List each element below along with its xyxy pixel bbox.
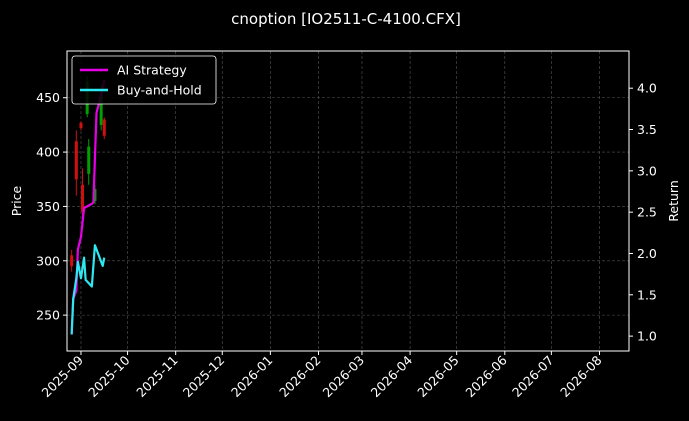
legend-label: AI Strategy <box>117 63 187 78</box>
y-tick-label-right: 3.5 <box>637 122 657 137</box>
candle-body <box>93 189 97 201</box>
y-tick-label-left: 300 <box>36 253 60 268</box>
candle-body <box>99 92 103 125</box>
y-tick-label-left: 350 <box>36 199 60 214</box>
legend: AI Strategy Buy-and-Hold <box>71 55 217 105</box>
y-axis-label-right: Return <box>666 180 681 221</box>
y-tick-label-left: 450 <box>36 90 60 105</box>
legend-label: Buy-and-Hold <box>117 83 202 98</box>
y-tick-label-right: 1.0 <box>637 329 657 344</box>
series-line <box>70 79 106 335</box>
y-tick-label-right: 2.0 <box>637 246 657 261</box>
series-line <box>70 244 106 335</box>
y-axis-label-left: Price <box>9 185 24 216</box>
y-tick-label-right: 1.5 <box>637 287 657 302</box>
series-lines <box>70 79 106 335</box>
y-tick-label-right: 4.0 <box>637 81 657 96</box>
candle-body <box>87 146 91 174</box>
y-tick-label-right: 3.0 <box>637 163 657 178</box>
candle-body <box>74 141 78 180</box>
chart-title: cnoption [IO2511-C-4100.CFX] <box>231 10 461 28</box>
candle-body <box>102 119 106 136</box>
candle-body <box>79 122 83 129</box>
candle-body <box>81 184 85 212</box>
legend-box <box>71 55 217 105</box>
plot-frame <box>66 50 630 352</box>
y-tick-label-right: 2.5 <box>637 205 657 220</box>
y-tick-label-left: 250 <box>36 308 60 323</box>
candle-body <box>70 255 74 267</box>
y-tick-label-left: 400 <box>36 145 60 160</box>
